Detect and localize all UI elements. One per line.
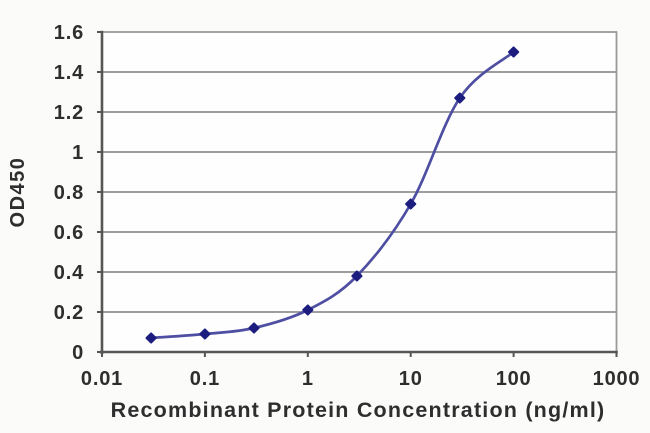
y-tick-label: 1.6 xyxy=(54,22,84,44)
y-tick-label: 0.2 xyxy=(54,302,84,324)
x-axis-title: Recombinant Protein Concentration (ng/ml… xyxy=(111,398,606,422)
y-tick-label: 0 xyxy=(72,342,84,364)
data-point-marker xyxy=(405,198,417,210)
data-point-marker xyxy=(248,322,260,334)
x-tick-labels: 0.01 0.1 1 10 100 1000 xyxy=(81,368,640,390)
y-tick-label: 0.6 xyxy=(54,222,84,244)
y-tick-label: 0.8 xyxy=(54,182,84,204)
x-tick-label: 1000 xyxy=(593,368,641,390)
x-tick-label: 0.01 xyxy=(81,368,123,390)
x-tick-label: 100 xyxy=(496,368,532,390)
data-point-marker xyxy=(302,304,314,316)
data-series xyxy=(145,46,520,344)
data-point-marker xyxy=(199,328,211,340)
y-tick-label: 1.2 xyxy=(54,102,84,124)
data-point-marker xyxy=(508,46,520,58)
y-tick-label: 1 xyxy=(72,142,84,164)
y-axis-title: OD450 xyxy=(7,157,29,228)
data-point-marker xyxy=(145,332,157,344)
y-tick-labels: 0 0.2 0.4 0.6 0.8 1 1.2 1.4 1.6 xyxy=(54,22,84,364)
x-tick-label: 1 xyxy=(302,368,314,390)
series-line xyxy=(149,50,515,340)
x-tick-label: 10 xyxy=(399,368,423,390)
y-tick-label: 0.4 xyxy=(54,262,84,284)
data-point-marker xyxy=(454,92,466,104)
y-tick-label: 1.4 xyxy=(54,62,84,84)
axis-lines xyxy=(99,30,618,355)
x-tick-label: 0.1 xyxy=(190,368,220,390)
data-point-marker xyxy=(351,270,363,282)
